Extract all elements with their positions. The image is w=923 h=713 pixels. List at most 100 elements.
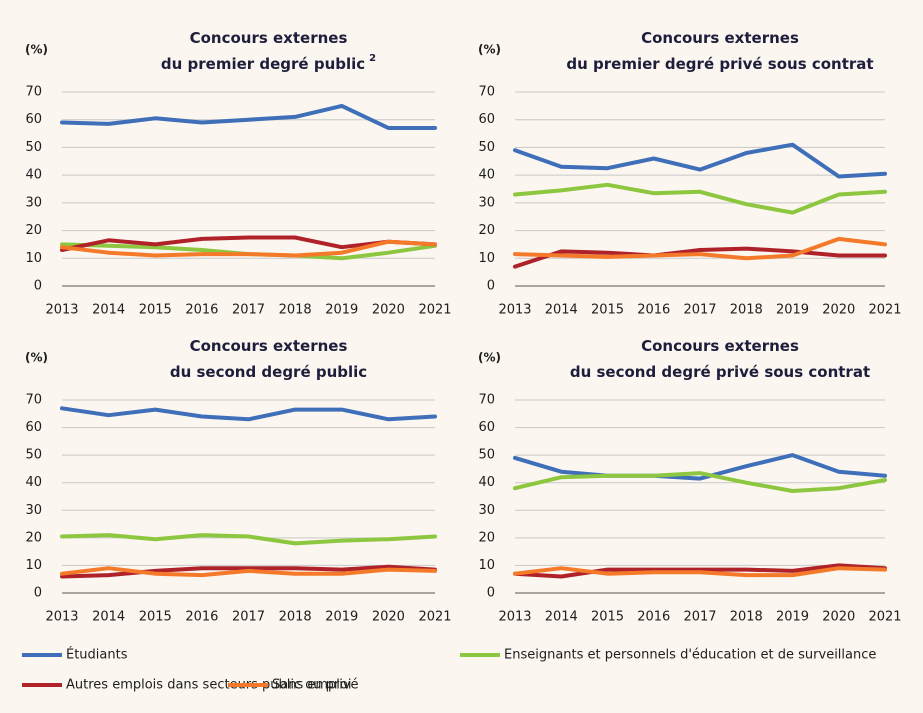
y-tick-label: 40 <box>478 168 495 183</box>
series-line <box>60 566 437 578</box>
x-tick-label: 2021 <box>868 610 901 625</box>
y-tick-label: 70 <box>478 393 495 408</box>
x-tick-label: 2014 <box>92 610 125 625</box>
chart-title: du second degré privé sous contrat <box>570 363 870 381</box>
y-tick-label: 10 <box>478 251 495 266</box>
y-axis-label: (%) <box>478 351 501 365</box>
y-axis-label: (%) <box>25 351 48 365</box>
y-tick-label: 20 <box>25 223 42 238</box>
y-axis-label: (%) <box>25 43 48 57</box>
x-tick-label: 2021 <box>868 303 901 318</box>
chart-title: du second degré public <box>170 363 367 381</box>
y-tick-label: 40 <box>25 168 42 183</box>
x-tick-label: 2014 <box>545 303 578 318</box>
series-line <box>60 406 437 422</box>
x-tick-label: 2019 <box>776 610 809 625</box>
y-tick-label: 30 <box>478 195 495 210</box>
x-tick-label: 2013 <box>498 303 531 318</box>
y-tick-label: 70 <box>25 85 42 100</box>
y-tick-label: 10 <box>25 251 42 266</box>
x-tick-label: 2020 <box>822 610 855 625</box>
x-tick-label: 2017 <box>683 303 716 318</box>
series-line <box>513 236 887 261</box>
y-axis-label: (%) <box>478 43 501 57</box>
x-tick-label: 2016 <box>185 610 218 625</box>
series-line <box>513 563 887 579</box>
y-tick-label: 0 <box>34 586 42 601</box>
title-line: du premier degré public <box>161 55 365 73</box>
chart-title: Concours externes <box>641 337 799 355</box>
legend-label: Étudiants <box>66 647 128 663</box>
y-tick-label: 10 <box>478 558 495 573</box>
y-tick-label: 30 <box>25 195 42 210</box>
y-tick-label: 10 <box>25 558 42 573</box>
y-tick-label: 30 <box>25 503 42 518</box>
series-line <box>513 142 887 179</box>
y-tick-label: 50 <box>478 140 495 155</box>
x-tick-label: 2018 <box>730 303 763 318</box>
x-tick-label: 2019 <box>325 610 358 625</box>
chart-title: Concours externes <box>190 337 348 355</box>
title-line: Concours externes <box>190 337 348 355</box>
series-line <box>513 453 887 481</box>
x-tick-label: 2015 <box>591 610 624 625</box>
chart-title: Concours externes <box>641 29 799 47</box>
title-note: 2 <box>369 53 376 64</box>
x-tick-label: 2015 <box>591 303 624 318</box>
legend-label: Autres emplois dans secteurs public ou p… <box>66 678 359 693</box>
chart-title: du premier degré public 2 <box>161 53 376 73</box>
x-tick-label: 2019 <box>776 303 809 318</box>
x-tick-label: 2020 <box>822 303 855 318</box>
x-tick-label: 2016 <box>185 303 218 318</box>
x-tick-label: 2018 <box>730 610 763 625</box>
x-tick-label: 2020 <box>372 303 405 318</box>
y-tick-label: 50 <box>25 140 42 155</box>
y-tick-label: 70 <box>478 85 495 100</box>
y-tick-label: 0 <box>487 586 495 601</box>
y-tick-label: 60 <box>25 112 42 127</box>
y-tick-label: 40 <box>478 475 495 490</box>
y-tick-label: 60 <box>478 420 495 435</box>
title-line: du premier degré privé sous contrat <box>566 55 873 73</box>
x-tick-label: 2017 <box>683 610 716 625</box>
series-line <box>513 246 887 269</box>
y-tick-label: 70 <box>25 393 42 408</box>
x-tick-label: 2019 <box>325 303 358 318</box>
series-line <box>513 182 887 215</box>
y-tick-label: 50 <box>478 448 495 463</box>
x-tick-label: 2015 <box>139 610 172 625</box>
x-tick-label: 2013 <box>45 610 78 625</box>
series-line <box>513 471 887 493</box>
title-line: du second degré public <box>170 363 367 381</box>
x-tick-label: 2014 <box>92 303 125 318</box>
title-line: Concours externes <box>641 337 799 355</box>
x-tick-label: 2013 <box>498 610 531 625</box>
title-line: du second degré privé sous contrat <box>570 363 870 381</box>
y-tick-label: 60 <box>25 420 42 435</box>
x-tick-label: 2016 <box>637 303 670 318</box>
y-tick-label: 30 <box>478 503 495 518</box>
x-tick-label: 2021 <box>418 303 451 318</box>
series-line <box>513 566 887 578</box>
y-tick-label: 20 <box>478 223 495 238</box>
x-tick-label: 2020 <box>372 610 405 625</box>
title-line: Concours externes <box>641 29 799 47</box>
x-tick-label: 2021 <box>418 610 451 625</box>
chart-title: Concours externes <box>190 29 348 47</box>
legend-label: Sans emploi <box>272 678 351 693</box>
series-line <box>60 239 437 258</box>
x-tick-label: 2014 <box>545 610 578 625</box>
title-line: Concours externes <box>190 29 348 47</box>
y-tick-label: 0 <box>487 279 495 294</box>
chart-title: du premier degré privé sous contrat <box>566 55 873 73</box>
series-line <box>60 103 437 130</box>
series-line <box>60 533 437 546</box>
series-line <box>60 564 437 579</box>
legend-label: Enseignants et personnels d'éducation et… <box>504 648 876 663</box>
x-tick-label: 2017 <box>232 610 265 625</box>
y-tick-label: 20 <box>25 530 42 545</box>
y-tick-label: 50 <box>25 448 42 463</box>
x-tick-label: 2016 <box>637 610 670 625</box>
